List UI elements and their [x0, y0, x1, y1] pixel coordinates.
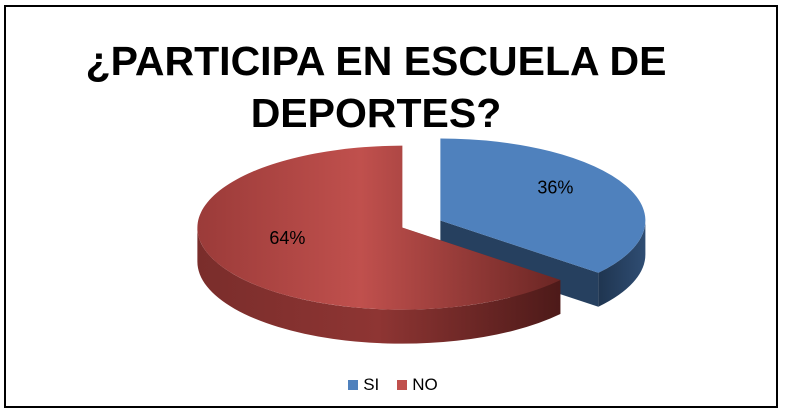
pie-chart: 36% 64%	[197, 138, 646, 344]
data-label-no: 64%	[269, 228, 305, 248]
slice-si-rim	[598, 220, 646, 307]
chart-frame: ¿PARTICIPA EN ESCUELA DE DEPORTES? 36% 64…	[4, 5, 778, 408]
legend-label-si: SI	[363, 375, 380, 394]
legend-swatch-si	[348, 380, 359, 390]
slice-no	[197, 145, 561, 344]
data-label-si: 36%	[537, 178, 573, 198]
chart-title: ¿PARTICIPA EN ESCUELA DE DEPORTES?	[85, 38, 667, 136]
slice-no-top	[197, 145, 561, 310]
slice-si-top	[440, 138, 646, 273]
legend-item-si: SI	[348, 375, 379, 395]
legend-item-no: NO	[397, 375, 438, 395]
chart-legend: SI NO	[6, 373, 780, 397]
legend-label-no: NO	[412, 375, 438, 394]
legend-swatch-no	[397, 380, 408, 390]
slice-no-rim	[197, 227, 561, 344]
